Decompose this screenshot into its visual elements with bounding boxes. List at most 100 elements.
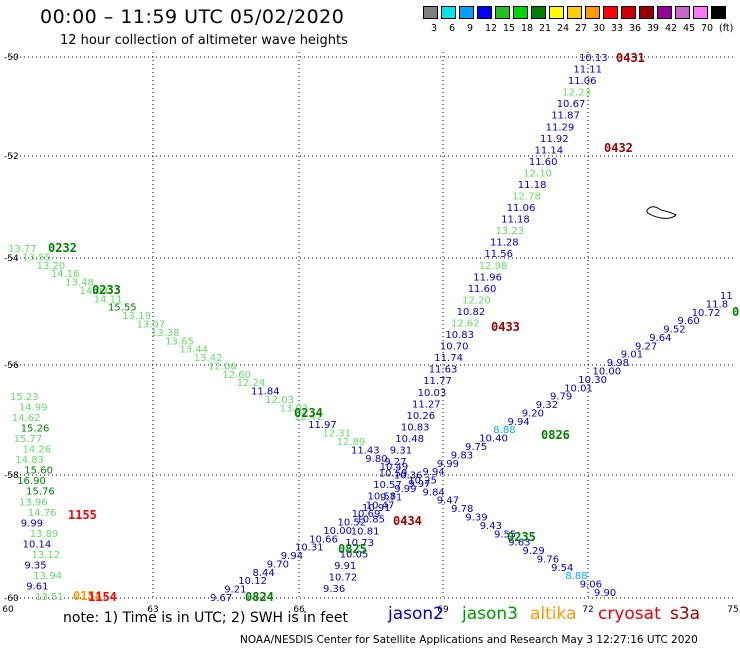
pass-time-label: 1154 [88,590,117,604]
axis-tick-label: 72 [582,605,593,615]
wave-height-label: 12.23 [562,88,591,99]
wave-height-label: 13.51 [35,592,64,603]
wave-height-label: 9.60 [678,316,700,327]
wave-height-label: 11.84 [251,387,280,398]
wave-height-label: 9.43 [480,521,502,532]
wave-height-label: 9.99 [394,484,416,495]
wave-height-label: 9.61 [26,582,48,593]
wave-height-label: 10.52 [338,518,367,529]
wave-height-label: 9.31 [390,446,412,457]
wave-height-label: 11.87 [551,111,580,122]
wave-height-label: 11.27 [412,399,441,410]
color-scale-label: 18 [521,23,534,34]
wave-height-label: 12.42 [294,412,323,423]
axis-tick-label: 60 [2,605,14,615]
wave-height-label: 13.23 [496,226,525,237]
color-swatch [693,6,708,19]
satellite-legend-item-s3a: s3a [670,604,701,624]
wave-height-label: 12.24 [237,378,266,389]
pass-time-label: 0826 [541,428,570,442]
color-swatch [711,6,726,19]
wave-height-label: 11.06 [568,76,597,87]
wave-height-label: 13.77 [8,244,37,255]
wave-height-label: 9.78 [451,504,473,515]
wave-height-label: 9.70 [267,559,289,570]
wave-height-label: 10.59 [379,469,408,480]
color-swatch [675,6,690,19]
wave-height-label: 9.79 [550,392,572,403]
wave-height-label: 9.55 [494,529,516,540]
pass-time-label: 0434 [393,514,422,528]
wave-height-label: 8.44 [253,568,275,579]
wave-height-label: 12.78 [512,192,541,203]
wave-height-label: 11.43 [351,445,380,456]
wave-height-label: 13.20 [37,261,66,272]
wave-height-label: 13.94 [33,571,62,582]
color-scale-label: (ft) [719,23,734,34]
wave-height-label: 9.27 [635,341,657,352]
color-swatch [459,6,474,19]
wave-height-label: 11.18 [501,215,530,226]
wave-height-label: 11.60 [529,157,558,168]
wave-height-label: 9.27 [384,457,406,468]
wave-height-label: 13.65 [165,336,194,347]
color-scale-label: 45 [683,23,696,34]
wave-height-label: 13.12 [32,550,61,561]
wave-height-label: 10.13 [579,53,608,64]
wave-height-label: 11.97 [308,420,337,431]
wave-height-label: 12.06 [208,362,237,373]
color-scale-label: 42 [665,23,678,34]
wave-height-label: 10.73 [345,538,374,549]
wave-height-label: 15.26 [21,424,50,435]
page-subtitle: 12 hour collection of altimeter wave hei… [60,33,348,48]
wave-height-label: 9.99 [21,518,43,529]
wave-height-label: 9.84 [423,487,445,498]
wave-height-label: 9.94 [423,467,445,478]
wave-height-label: 13.48 [65,278,94,289]
satellite-legend-item-cryosat: cryosat [598,604,661,624]
wave-height-label: 11.28 [490,238,519,249]
wave-height-label: 12.20 [462,295,491,306]
wave-height-label: 12.62 [451,319,480,330]
wave-height-label: 10.85 [356,515,385,526]
color-scale-label: 21 [539,23,552,34]
wave-height-label: 9.94 [508,417,530,428]
wave-height-label: 12.03 [265,395,294,406]
wave-height-label: 10.25 [408,476,437,487]
wave-height-label: 10.57 [373,480,402,491]
wave-height-label: 9.36 [323,584,345,595]
color-swatch [495,6,510,19]
axis-tick-label: -52 [4,152,19,162]
wave-height-label: 10.69 [352,509,381,520]
wave-height-label: 10.70 [440,342,469,353]
credit-line: NOAA/NESDIS Center for Satellite Applica… [240,634,698,646]
color-swatch [567,6,582,19]
wave-height-label: 9.01 [621,350,643,361]
wave-height-label: 9.76 [537,554,559,565]
wave-height-label: 10.48 [395,434,424,445]
wave-height-label: 9.06 [580,580,602,591]
color-swatch [585,6,600,19]
satellite-legend-item-altika: altika [530,604,577,624]
wave-height-label: 13.38 [151,328,180,339]
wave-height-label: 9.83 [451,450,473,461]
wave-height-label: 10.83 [401,422,430,433]
axis-tick-label: 75 [727,605,738,615]
wave-height-label: 12.60 [222,370,251,381]
wave-height-label: 10.83 [445,330,474,341]
color-scale-label: 39 [647,23,660,34]
wave-height-label: 9.64 [649,333,671,344]
wave-height-label: 10.14 [23,539,52,550]
wave-height-label: 9.91 [334,561,356,572]
wave-height-label: 12.10 [523,168,552,179]
wave-height-label: 14.99 [19,403,48,414]
wave-height-label: 9.47 [437,496,459,507]
wave-height-label: 11.96 [473,272,502,283]
wave-height-label: 12.31 [322,429,351,440]
color-scale-label: 12 [485,23,498,34]
color-swatch [657,6,672,19]
color-scale-label: 33 [611,23,624,34]
